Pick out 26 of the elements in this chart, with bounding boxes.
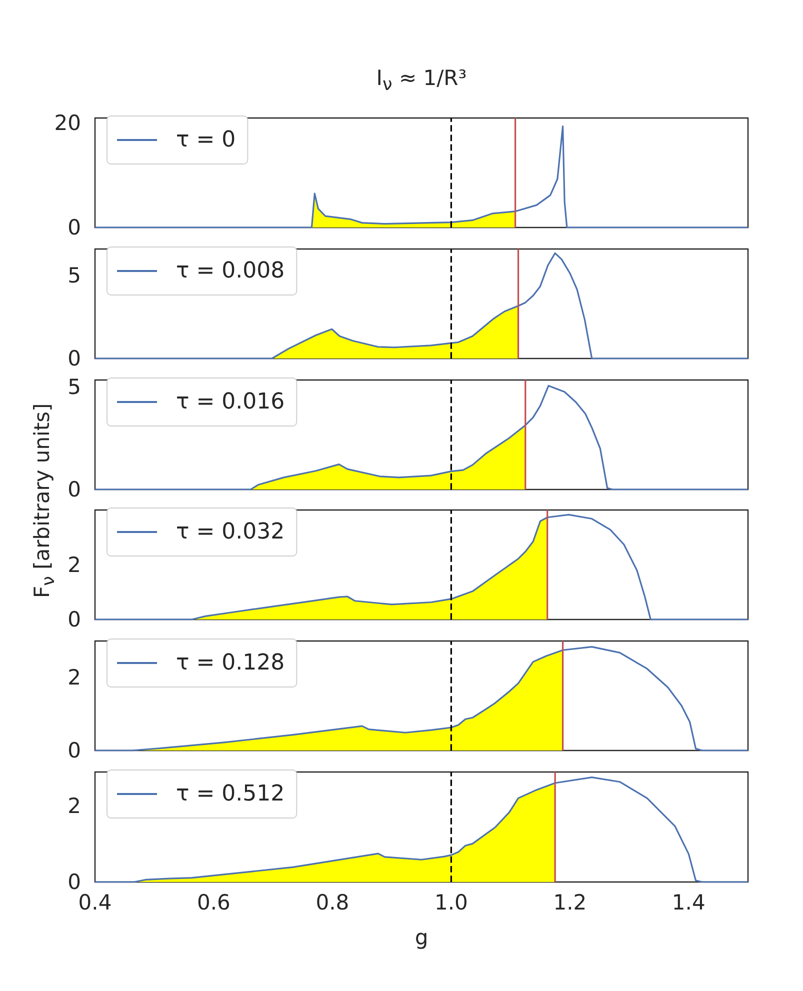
y-tick-label: 0 bbox=[68, 346, 81, 370]
x-tick-label: 1.0 bbox=[434, 890, 468, 914]
y-tick-label: 0 bbox=[68, 216, 81, 240]
y-tick-label: 2 bbox=[68, 794, 81, 818]
legend-label: τ = 0.008 bbox=[176, 258, 285, 284]
x-tick-label: 0.8 bbox=[316, 890, 350, 914]
y-tick-label: 20 bbox=[54, 111, 81, 136]
x-tick-label: 0.4 bbox=[78, 890, 112, 914]
y-tick-label: 0 bbox=[68, 738, 81, 762]
y-tick-label: 0 bbox=[68, 608, 81, 632]
y-tick-label: 0 bbox=[68, 870, 81, 894]
x-tick-label: 0.6 bbox=[197, 890, 230, 914]
y-tick-label: 0 bbox=[68, 478, 81, 502]
y-tick-label: 2 bbox=[68, 552, 81, 577]
x-axis-title: g bbox=[414, 926, 428, 950]
x-tick-label: 1.4 bbox=[672, 890, 706, 914]
legend-label: τ = 0.016 bbox=[176, 390, 285, 414]
x-tick-label: 1.2 bbox=[553, 890, 587, 914]
legend-label: τ = 0.032 bbox=[176, 520, 285, 544]
chart-title: I$_{ν}$ ≈ 1/R³ bbox=[375, 66, 468, 96]
legend-label: τ = 0.512 bbox=[176, 782, 285, 806]
y-tick-label: 5 bbox=[68, 264, 81, 288]
y-tick-label: 2 bbox=[68, 666, 81, 690]
legend-label: τ = 0 bbox=[176, 128, 236, 152]
y-tick-label: 5 bbox=[68, 375, 81, 400]
legend-label: τ = 0.128 bbox=[176, 650, 285, 676]
